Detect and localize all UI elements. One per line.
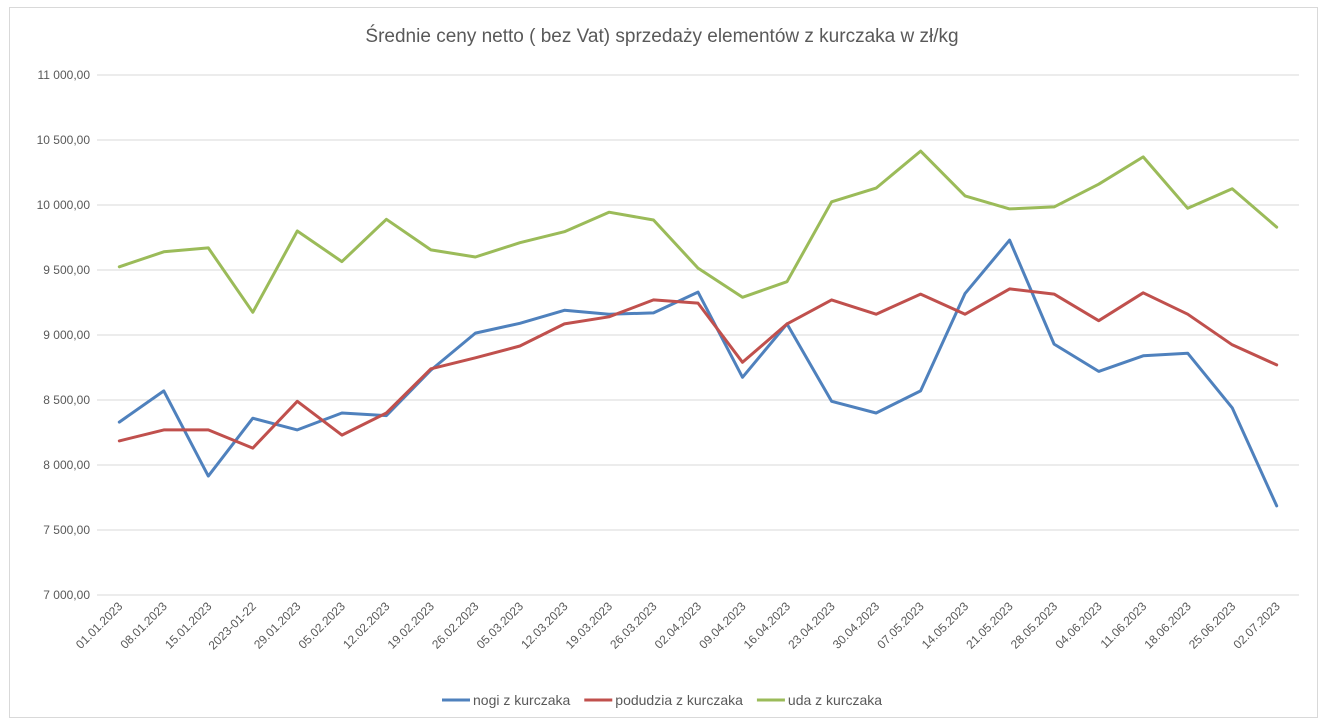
y-tick-label: 10 000,00 xyxy=(37,198,91,212)
chart-border xyxy=(9,7,1318,718)
legend-label: uda z kurczaka xyxy=(788,692,882,708)
chart-title: Średnie ceny netto ( bez Vat) sprzedaży … xyxy=(365,25,958,47)
legend-label: podudzia z kurczaka xyxy=(615,692,743,708)
y-tick-label: 7 000,00 xyxy=(43,588,90,602)
y-tick-label: 8 500,00 xyxy=(43,393,90,407)
series-line xyxy=(117,287,1279,450)
legend-label: nogi z kurczaka xyxy=(473,692,570,708)
y-tick-label: 7 500,00 xyxy=(43,523,90,537)
legend: nogi z kurczaka podudzia z kurczaka uda z … xyxy=(442,692,882,708)
y-tick-label: 9 000,00 xyxy=(43,328,90,342)
y-tick-label: 11 000,00 xyxy=(38,68,91,82)
series-line xyxy=(117,149,1279,314)
y-tick-label: 10 500,00 xyxy=(37,133,91,147)
y-tick-label: 9 500,00 xyxy=(43,263,90,277)
series-line xyxy=(117,238,1279,508)
y-tick-label: 8 000,00 xyxy=(43,458,90,472)
